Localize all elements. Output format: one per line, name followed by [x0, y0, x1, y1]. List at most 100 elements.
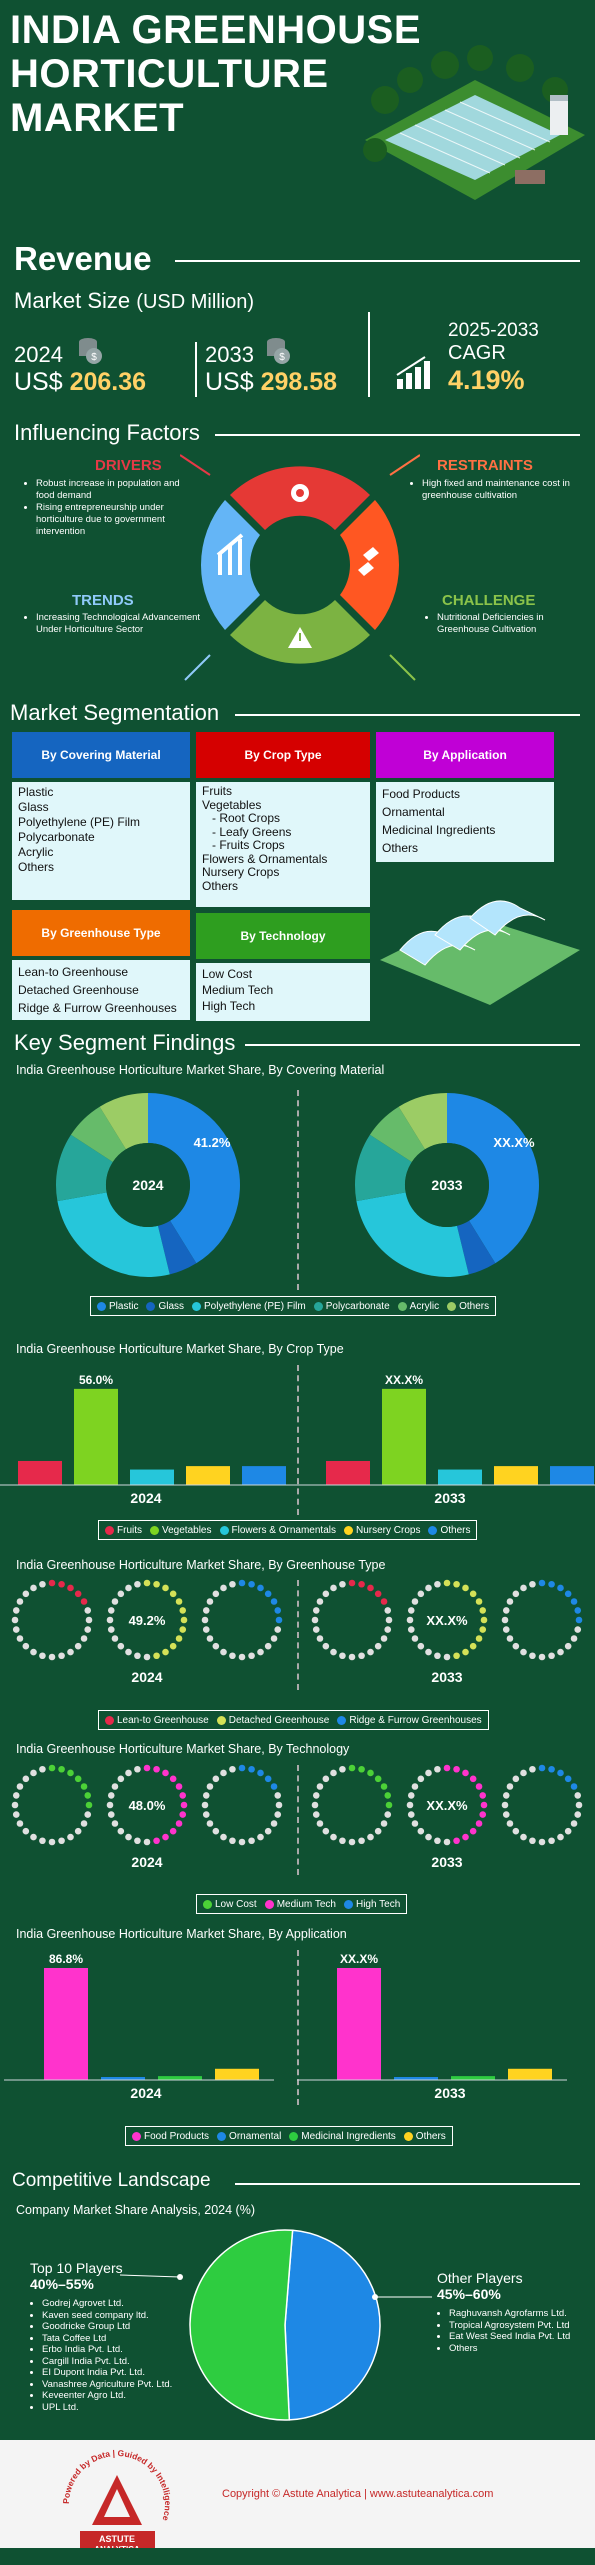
- ring-dot: [311, 1801, 319, 1809]
- ring-dot: [143, 1838, 151, 1846]
- ring-dot: [180, 1616, 188, 1624]
- value-2033: US$ 298.58: [205, 368, 338, 396]
- segment-covering-header: By Covering Material: [12, 732, 190, 778]
- bar: [382, 1388, 426, 1485]
- ring-dot: [39, 1765, 46, 1773]
- segment-crop-header: By Crop Type: [196, 732, 370, 778]
- ring-dot: [12, 1607, 20, 1614]
- ring-dot: [316, 1783, 324, 1790]
- bar: [494, 1466, 538, 1485]
- ring-dot: [469, 1827, 477, 1835]
- ring-dot: [479, 1792, 487, 1799]
- ring-dot: [557, 1833, 564, 1841]
- ring-dot: [575, 1616, 583, 1624]
- ring-dot: [12, 1626, 20, 1633]
- segment-greenhouse-list: Lean-to Greenhouse Detached Greenhouse Rid…: [12, 960, 190, 1020]
- divider: [297, 1090, 299, 1290]
- ring-dot: [312, 1607, 320, 1614]
- segment-covering-list: Plastic Glass Polyethylene (PE) Film Polyca…: [12, 782, 190, 900]
- top-players-block: Top 10 Players 40%–55% Godrej Agrovet Lt…: [30, 2260, 172, 2413]
- ring-dot: [502, 1607, 510, 1614]
- legend-item: Fruits: [105, 1525, 142, 1536]
- ring-dot: [67, 1584, 74, 1592]
- ring-dot: [411, 1783, 419, 1790]
- other-players-block: Other Players 45%–60% Raghuvansh Agrofar…: [437, 2270, 570, 2354]
- ring-dot: [248, 1837, 255, 1845]
- revenue-2024: 2024 US$ 206.36: [14, 342, 146, 397]
- ring-dot: [434, 1765, 441, 1773]
- ring-dot: [270, 1635, 278, 1642]
- ring-dot: [229, 1837, 236, 1845]
- data-label: XX.X%: [426, 1613, 468, 1628]
- ring-dot: [30, 1584, 37, 1592]
- ring-dot: [407, 1607, 415, 1614]
- ring-dot: [538, 1838, 546, 1846]
- findings-heading: Key Segment Findings: [14, 1030, 236, 1055]
- ring-dot: [202, 1811, 210, 1818]
- ring-dot: [220, 1648, 227, 1656]
- other-players-range: 45%–60%: [437, 2286, 501, 2302]
- ring-dot: [529, 1837, 536, 1845]
- ring-dot: [557, 1584, 564, 1592]
- ring-dot: [248, 1580, 255, 1588]
- title-line-1: INDIA GREENHOUSE: [10, 8, 422, 52]
- data-label: XX.X%: [493, 1135, 535, 1150]
- legend-item: Plastic: [97, 1301, 138, 1312]
- top-players-title: Top 10 Players: [30, 2260, 123, 2276]
- ring-dot: [529, 1765, 536, 1773]
- ring-dot: [374, 1590, 382, 1598]
- ring-dot: [520, 1648, 527, 1656]
- ring-dot: [384, 1607, 392, 1614]
- ring-dot: [417, 1827, 425, 1835]
- donut-slice: [70, 1106, 126, 1163]
- ring-dot: [501, 1801, 509, 1809]
- ring-dot: [229, 1765, 236, 1773]
- ring-dot: [270, 1820, 278, 1827]
- ring-dot: [22, 1642, 30, 1650]
- ring-dot: [434, 1837, 441, 1845]
- bar: [130, 1469, 174, 1485]
- money-icon: $: [79, 338, 102, 364]
- bar: [18, 1460, 62, 1485]
- ring-dot: [453, 1837, 460, 1845]
- ring-dot: [520, 1584, 527, 1592]
- ring-dot: [162, 1833, 169, 1841]
- ring-dot: [111, 1820, 119, 1827]
- connector-dot: [177, 2274, 183, 2280]
- ring-dot: [453, 1765, 460, 1773]
- year-label: 2033: [434, 2085, 465, 2101]
- ring-dot: [330, 1833, 337, 1841]
- driver-item: Rising entrepreneurship under horticultu…: [36, 502, 184, 538]
- divider: [215, 434, 580, 436]
- ring-dot: [202, 1607, 210, 1614]
- divider: [297, 1365, 299, 1515]
- ring-dot: [330, 1769, 337, 1777]
- ring-dot: [475, 1635, 483, 1642]
- divider: [297, 1580, 299, 1690]
- segment-greenhouse-header: By Greenhouse Type: [12, 910, 190, 956]
- ring-dot: [469, 1642, 477, 1650]
- ring-dot: [443, 1579, 451, 1587]
- ring-dot: [322, 1827, 330, 1835]
- ring-dot: [111, 1783, 119, 1790]
- ring-dot: [58, 1765, 65, 1773]
- ring-dot: [512, 1590, 520, 1598]
- donut-slice: [369, 1106, 425, 1163]
- ring-dot: [538, 1653, 546, 1661]
- ring-dot: [162, 1648, 169, 1656]
- greenhouse-illustration-small: [380, 900, 580, 1005]
- divider: [297, 1765, 299, 1875]
- ring-dot: [311, 1616, 319, 1624]
- ring-dot: [512, 1827, 520, 1835]
- bar: [44, 1968, 88, 2080]
- trend-chart-icon: [216, 533, 244, 575]
- donut-slice: [356, 1192, 469, 1277]
- divider: [368, 312, 370, 397]
- ring-dot: [557, 1769, 564, 1777]
- footer-copyright: Copyright © Astute Analytica | www.astut…: [222, 2488, 494, 2500]
- ring-dot: [443, 1838, 451, 1846]
- restraints-list: High fixed and maintenance cost in green…: [410, 478, 580, 502]
- donut-slice: [55, 1134, 113, 1202]
- ring-dot: [475, 1820, 483, 1827]
- ring-dot: [570, 1598, 578, 1605]
